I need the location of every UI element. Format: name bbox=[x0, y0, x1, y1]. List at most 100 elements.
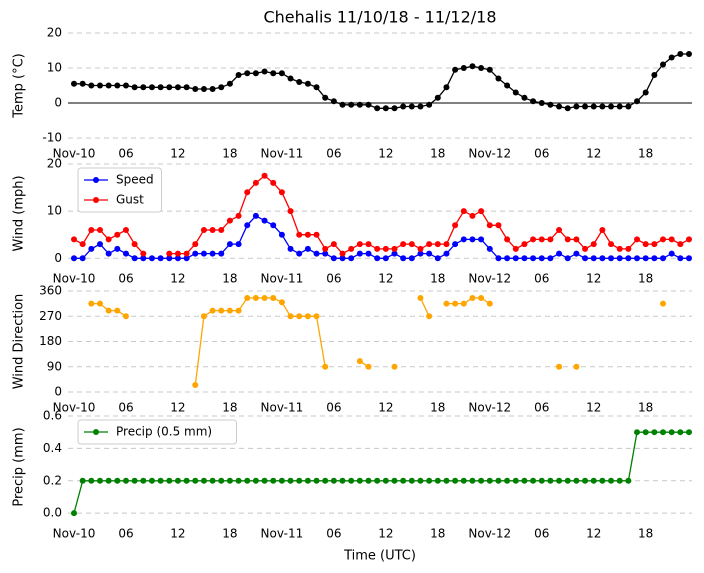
data-point bbox=[183, 255, 190, 262]
x-tick-label: 06 bbox=[326, 527, 341, 541]
data-point bbox=[452, 66, 459, 73]
data-point bbox=[183, 84, 190, 91]
data-point bbox=[71, 80, 77, 87]
data-point bbox=[278, 189, 285, 196]
data-point bbox=[599, 477, 606, 484]
y-tick-label: 360 bbox=[39, 284, 62, 298]
data-point bbox=[417, 103, 424, 110]
data-point bbox=[677, 429, 684, 436]
data-point bbox=[313, 313, 320, 320]
y-tick-label: 10 bbox=[47, 61, 62, 75]
data-point bbox=[287, 477, 294, 484]
y-tick-label: 0.4 bbox=[43, 441, 62, 455]
data-point bbox=[391, 363, 398, 370]
data-point bbox=[460, 65, 467, 71]
data-point bbox=[478, 208, 485, 215]
data-point bbox=[278, 70, 285, 77]
data-point bbox=[261, 217, 268, 224]
data-point bbox=[79, 241, 86, 248]
data-point bbox=[660, 255, 667, 262]
data-point bbox=[443, 477, 450, 484]
x-tick-label: 12 bbox=[586, 527, 601, 541]
data-point bbox=[278, 477, 285, 484]
x-tick-label: 18 bbox=[638, 147, 653, 161]
data-point bbox=[608, 477, 615, 484]
x-tick-label: Nov-10 bbox=[53, 147, 96, 161]
y-tick-label: 0 bbox=[54, 96, 62, 110]
x-tick-label: Nov-12 bbox=[468, 272, 511, 286]
data-point bbox=[564, 255, 571, 262]
data-point bbox=[616, 245, 623, 252]
data-point bbox=[616, 103, 623, 110]
data-point bbox=[157, 84, 164, 91]
data-point bbox=[88, 245, 95, 252]
data-point bbox=[417, 295, 424, 302]
data-point bbox=[235, 241, 242, 248]
data-point bbox=[417, 477, 424, 484]
data-point bbox=[512, 245, 519, 252]
data-point bbox=[278, 231, 285, 238]
data-point bbox=[599, 255, 606, 262]
data-point bbox=[426, 313, 433, 320]
data-point bbox=[148, 255, 155, 262]
x-tick-label: Nov-12 bbox=[468, 527, 511, 541]
data-point bbox=[261, 68, 268, 75]
data-point bbox=[469, 295, 476, 302]
data-point bbox=[296, 250, 303, 257]
data-point bbox=[478, 295, 485, 302]
legend-box bbox=[77, 167, 162, 213]
data-point bbox=[131, 255, 138, 262]
data-point bbox=[356, 477, 363, 484]
data-point bbox=[408, 255, 415, 262]
data-point bbox=[322, 477, 329, 484]
data-point bbox=[469, 236, 476, 243]
data-point bbox=[573, 477, 580, 484]
data-point bbox=[114, 245, 121, 252]
data-point bbox=[192, 477, 199, 484]
data-point bbox=[131, 241, 138, 248]
x-tick-label: Nov-10 bbox=[53, 527, 96, 541]
x-tick-label: 06 bbox=[534, 401, 549, 415]
data-point bbox=[504, 236, 511, 243]
data-point bbox=[486, 300, 493, 307]
data-point bbox=[244, 70, 251, 77]
data-point bbox=[200, 313, 207, 320]
data-point bbox=[122, 250, 129, 257]
data-point bbox=[660, 61, 667, 68]
data-point bbox=[408, 241, 415, 248]
data-point bbox=[174, 250, 181, 257]
data-point bbox=[166, 477, 173, 484]
x-tick-label: 06 bbox=[326, 401, 341, 415]
data-point bbox=[651, 255, 658, 262]
data-point bbox=[374, 245, 381, 252]
data-point bbox=[400, 241, 407, 248]
data-point bbox=[330, 255, 337, 262]
data-point bbox=[209, 250, 216, 257]
data-point bbox=[96, 477, 103, 484]
data-point bbox=[504, 82, 511, 89]
data-point bbox=[71, 510, 77, 517]
data-point bbox=[79, 255, 86, 262]
data-point bbox=[391, 245, 398, 252]
data-point bbox=[642, 255, 649, 262]
y-tick-label: 20 bbox=[47, 26, 62, 40]
data-point bbox=[434, 241, 441, 248]
data-point bbox=[443, 84, 450, 91]
data-point bbox=[244, 222, 251, 229]
x-tick-label: 18 bbox=[222, 272, 237, 286]
data-point bbox=[564, 236, 571, 243]
data-point bbox=[174, 477, 181, 484]
data-point bbox=[452, 477, 459, 484]
y-axis-label: Temp (°C) bbox=[12, 53, 27, 119]
data-point bbox=[426, 250, 433, 257]
data-point bbox=[599, 103, 606, 110]
data-point bbox=[252, 477, 259, 484]
data-point bbox=[278, 299, 285, 306]
data-point bbox=[478, 65, 485, 71]
x-tick-label: Nov-12 bbox=[468, 147, 511, 161]
data-point bbox=[608, 103, 615, 110]
data-point bbox=[478, 236, 485, 243]
data-point bbox=[209, 307, 216, 314]
x-tick-label: 12 bbox=[170, 401, 185, 415]
data-point bbox=[677, 255, 684, 262]
